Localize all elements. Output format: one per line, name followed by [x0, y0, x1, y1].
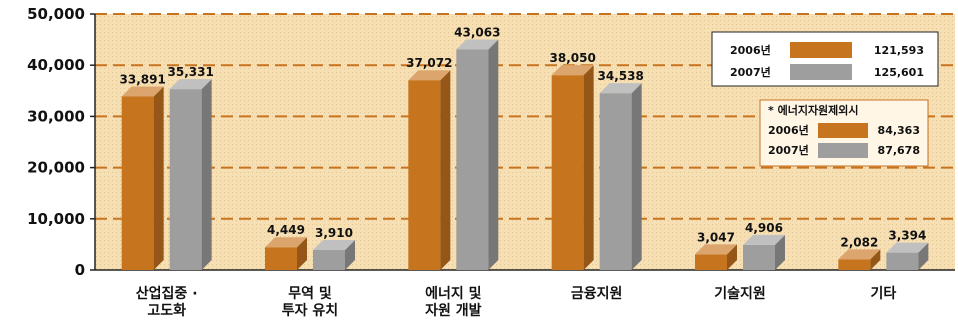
- bar-side: [583, 65, 594, 271]
- category-label: 산업집중 · 고도화: [136, 285, 198, 319]
- data-label: 3,047: [697, 230, 735, 244]
- bar-side: [918, 242, 929, 270]
- category-label: 기술지원: [714, 286, 766, 302]
- inset-legend-swatch: [818, 143, 868, 158]
- bar: [551, 65, 594, 271]
- category-label: 에너지 및 자원 개발: [425, 285, 482, 319]
- bar-front: [551, 75, 584, 271]
- data-label: 3,394: [888, 229, 926, 243]
- bar-top: [169, 79, 212, 90]
- bar: [456, 39, 499, 270]
- data-label: 43,063: [454, 26, 500, 40]
- bar-side: [488, 39, 499, 270]
- bar-top: [121, 86, 164, 97]
- y-tick-label: 50,000: [27, 5, 85, 23]
- category-label: 금융지원: [571, 286, 623, 302]
- y-tick-label: 0: [75, 261, 85, 279]
- bar-front: [886, 252, 919, 270]
- bar-top: [599, 83, 642, 94]
- bar-side: [775, 234, 785, 270]
- legend-swatch: [790, 64, 852, 80]
- bar-side: [201, 79, 212, 270]
- bar: [743, 234, 785, 270]
- legend-box: [711, 31, 939, 87]
- data-label: 38,050: [550, 51, 596, 65]
- inset-legend-value: 84,363: [878, 124, 920, 137]
- bar-side: [870, 249, 881, 270]
- bar-top: [265, 237, 307, 248]
- data-label: 3,910: [315, 226, 353, 240]
- bar-front: [265, 247, 297, 270]
- legend-value: 125,601: [874, 66, 924, 79]
- bar-side: [153, 86, 164, 270]
- y-tick-label: 10,000: [27, 210, 85, 228]
- bar-top: [886, 242, 929, 253]
- legend-label: 2007년: [730, 65, 771, 79]
- bar-front: [169, 89, 202, 270]
- inset-legend-title: * 에너지자원제외시: [768, 103, 859, 117]
- bar-front: [838, 259, 871, 270]
- bar: [408, 70, 451, 270]
- data-label: 2,082: [840, 235, 878, 249]
- y-axis: 0 10,000 20,000 30,000 40,000 50,000: [27, 5, 95, 279]
- y-tick-label: 20,000: [27, 159, 85, 177]
- bar: [838, 249, 881, 270]
- bar: [599, 83, 642, 271]
- data-label: 4,449: [267, 223, 305, 237]
- bar-side: [631, 83, 642, 271]
- bar-side: [440, 70, 451, 270]
- bars: 33,891 4,449 37,072 38,050 3,047 2,082 35,331 3…: [120, 26, 929, 271]
- bar: [265, 237, 307, 270]
- bar: [169, 79, 212, 270]
- inset-legend-value: 87,678: [878, 144, 920, 157]
- category-label: 무역 및 투자 유치: [282, 285, 338, 319]
- bar-front: [599, 93, 632, 271]
- y-tick-label: 30,000: [27, 107, 85, 125]
- data-label: 4,906: [745, 221, 783, 235]
- bar-side: [727, 244, 737, 270]
- bar: [886, 242, 929, 270]
- bar: [313, 239, 355, 270]
- legend-value: 121,593: [874, 44, 924, 57]
- bar-side: [345, 239, 355, 270]
- inset-legend-swatch: [818, 123, 868, 138]
- data-label: 34,538: [598, 69, 644, 83]
- inset-legend-label: 2006년: [768, 123, 809, 137]
- bar-front: [313, 249, 345, 270]
- inset-legend-label: 2007년: [768, 143, 809, 157]
- bar: [121, 86, 164, 270]
- data-label: 35,331: [168, 65, 214, 79]
- bar-top: [456, 39, 499, 50]
- bar-front: [743, 244, 775, 270]
- y-tick-label: 40,000: [27, 56, 85, 74]
- bar-top: [838, 249, 881, 260]
- legend-swatch: [790, 42, 852, 58]
- bar-top: [313, 239, 355, 250]
- legend-label: 2006년: [730, 43, 771, 57]
- bar-side: [297, 237, 307, 270]
- inset-legend: * 에너지자원제외시 2006년 84,363 2007년 87,678: [759, 99, 929, 167]
- bar-top: [743, 234, 785, 245]
- legend: 2006년 121,593 2007년 125,601: [711, 31, 939, 87]
- data-label: 37,072: [406, 56, 452, 70]
- category-label: 기타: [870, 286, 896, 302]
- bar-top: [408, 70, 451, 81]
- data-label: 33,891: [120, 72, 166, 86]
- x-axis: 산업집중 · 고도화 무역 및 투자 유치 에너지 및 자원 개발 금융지원 기술지원 기타: [136, 285, 897, 319]
- bar-front: [408, 80, 441, 270]
- bar-top: [695, 244, 737, 255]
- bar-front: [695, 254, 727, 270]
- bar-top: [551, 65, 594, 76]
- bar-front: [121, 96, 154, 270]
- bar-front: [456, 49, 489, 270]
- bar: [695, 244, 737, 270]
